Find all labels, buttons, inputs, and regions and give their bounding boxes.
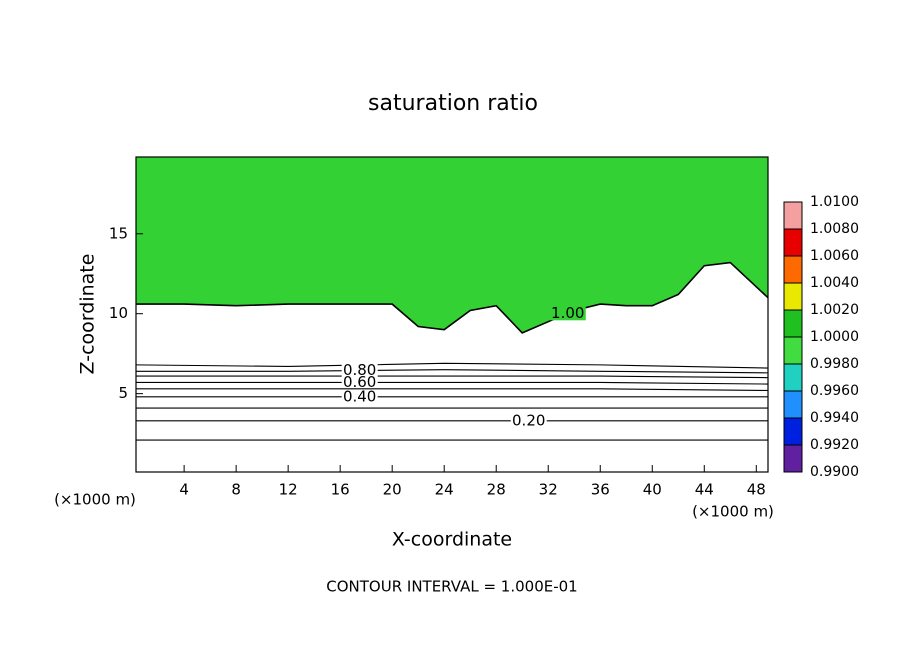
contour-label: 0.80	[343, 361, 376, 379]
x-tick-label: 24	[435, 481, 454, 499]
contour-label-bg	[549, 306, 586, 321]
y-tick-label: 15	[109, 224, 128, 242]
contour-label-bg	[341, 389, 378, 404]
contour-label-bg	[510, 413, 547, 428]
colorbar-band	[784, 283, 802, 310]
colorbar-band	[784, 256, 802, 283]
colorbar-tick-label: 0.9940	[810, 410, 859, 426]
footer: CONTOUR INTERVAL = 1.000E-01	[326, 578, 577, 596]
contour-line	[136, 388, 769, 392]
colorbar-tick-label: 0.9920	[810, 437, 859, 453]
colorbar-tick-label: 0.9980	[810, 356, 859, 372]
colorbar-band	[784, 229, 802, 256]
contour-line	[136, 369, 769, 374]
x-tick-label: 28	[487, 481, 506, 499]
contour-label: 0.40	[343, 387, 376, 405]
colorbar-tick-label: 1.0040	[810, 275, 859, 291]
colorbar-band	[784, 391, 802, 418]
colorbar-tick-label: 1.0060	[810, 248, 859, 264]
x-tick-label: 48	[747, 481, 766, 499]
y-tick-label: 10	[109, 304, 128, 322]
colorbar-band	[784, 337, 802, 364]
contour-line	[136, 375, 769, 379]
contour-label-bg	[341, 375, 378, 390]
x-tick-label: 16	[331, 481, 350, 499]
x-unit-label: (×1000 m)	[692, 503, 774, 521]
x-tick-label: 20	[383, 481, 402, 499]
colorbar-tick-label: 1.0000	[810, 329, 859, 345]
contour-label: 0.20	[512, 411, 545, 429]
contour-label: 1.00	[551, 304, 584, 322]
colorbar-band	[784, 445, 802, 472]
contour-line	[136, 261, 769, 334]
x-tick-label: 8	[231, 481, 241, 499]
x-tick-label: 40	[643, 481, 662, 499]
x-tick-label: 12	[279, 481, 298, 499]
colorbar-band	[784, 202, 802, 229]
colorbar-band	[784, 310, 802, 337]
x-tick-label: 36	[591, 481, 610, 499]
x-axis-label: X-coordinate	[392, 529, 512, 551]
colorbar-tick-label: 1.0100	[810, 194, 859, 210]
chart-title: saturation ratio	[368, 91, 538, 116]
colorbar-tick-label: 1.0020	[810, 302, 859, 318]
y-unit-label: (×1000 m)	[54, 491, 136, 509]
contour-label: 0.60	[343, 373, 376, 391]
colorbar-tick-label: 1.0080	[810, 221, 859, 237]
y-axis-label: Z-coordinate	[77, 254, 99, 375]
plot-frame	[135, 156, 769, 473]
colorbar-band	[784, 418, 802, 445]
contour-line	[136, 381, 769, 385]
contour-line	[135, 362, 769, 369]
contour-label-bg	[341, 363, 378, 378]
colorbar-band	[784, 364, 802, 391]
x-tick-label: 32	[539, 481, 558, 499]
colorbar-tick-label: 0.9900	[810, 464, 859, 480]
y-tick-label: 5	[118, 384, 128, 402]
saturated-region	[136, 157, 768, 333]
x-tick-label: 44	[695, 481, 714, 499]
x-tick-label: 4	[179, 481, 189, 499]
colorbar-tick-label: 0.9960	[810, 383, 859, 399]
